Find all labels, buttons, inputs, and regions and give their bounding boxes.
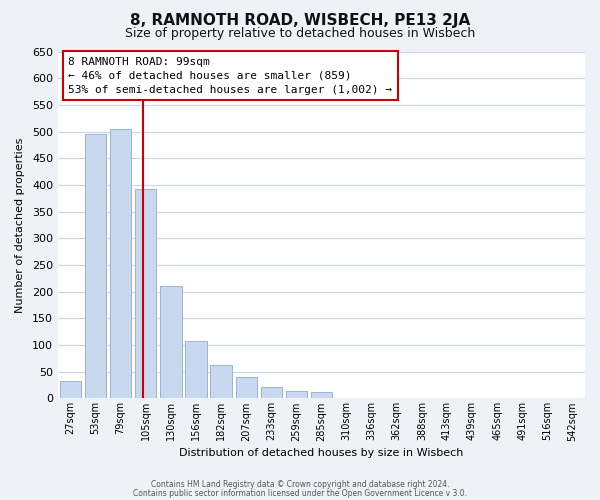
Text: 8, RAMNOTH ROAD, WISBECH, PE13 2JA: 8, RAMNOTH ROAD, WISBECH, PE13 2JA <box>130 12 470 28</box>
Text: Contains HM Land Registry data © Crown copyright and database right 2024.: Contains HM Land Registry data © Crown c… <box>151 480 449 489</box>
Bar <box>185 342 206 398</box>
Text: Contains public sector information licensed under the Open Government Licence v : Contains public sector information licen… <box>133 488 467 498</box>
Bar <box>160 286 182 399</box>
Bar <box>211 366 232 398</box>
Text: 8 RAMNOTH ROAD: 99sqm
← 46% of detached houses are smaller (859)
53% of semi-det: 8 RAMNOTH ROAD: 99sqm ← 46% of detached … <box>68 56 392 94</box>
Bar <box>236 377 257 398</box>
Bar <box>286 392 307 398</box>
Y-axis label: Number of detached properties: Number of detached properties <box>15 138 25 312</box>
Bar <box>260 386 282 398</box>
Bar <box>110 129 131 398</box>
Bar <box>135 188 157 398</box>
Text: Size of property relative to detached houses in Wisbech: Size of property relative to detached ho… <box>125 28 475 40</box>
Bar <box>85 134 106 398</box>
Bar <box>60 381 81 398</box>
X-axis label: Distribution of detached houses by size in Wisbech: Distribution of detached houses by size … <box>179 448 464 458</box>
Bar <box>311 392 332 398</box>
